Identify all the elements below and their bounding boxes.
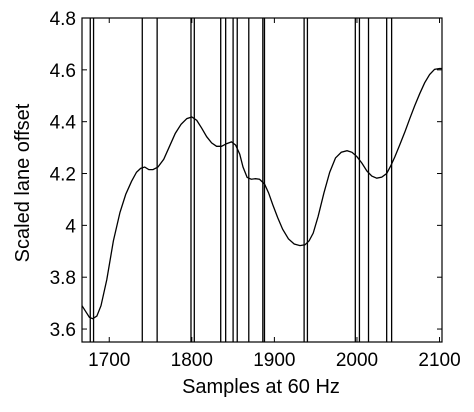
y-axis-ticks: 3.6 3.8 4 4.2 4.4 4.6 4.8 (50, 9, 442, 341)
x-axis-ticks: 1700 1800 1900 2000 2100 (88, 18, 461, 371)
y-tick-label: 3.8 (50, 268, 76, 289)
x-tick-label: 2000 (336, 350, 378, 371)
y-tick-label: 4.8 (50, 9, 76, 30)
y-tick-label: 4 (65, 216, 76, 237)
vertical-markers (89, 18, 393, 342)
series-line (81, 67, 442, 320)
y-tick-label: 4.6 (50, 61, 76, 82)
x-tick-label: 1800 (171, 350, 213, 371)
y-tick-label: 3.6 (50, 320, 76, 341)
x-axis-label: Samples at 60 Hz (182, 376, 340, 398)
x-tick-label: 1900 (253, 350, 295, 371)
y-tick-label: 4.4 (50, 113, 77, 134)
y-tick-label: 4.2 (50, 165, 76, 186)
x-tick-label: 1700 (88, 350, 130, 371)
y-axis-label: Scaled lane offset (12, 103, 34, 262)
plot-area-frame (81, 17, 443, 343)
x-tick-label: 2100 (418, 350, 460, 371)
